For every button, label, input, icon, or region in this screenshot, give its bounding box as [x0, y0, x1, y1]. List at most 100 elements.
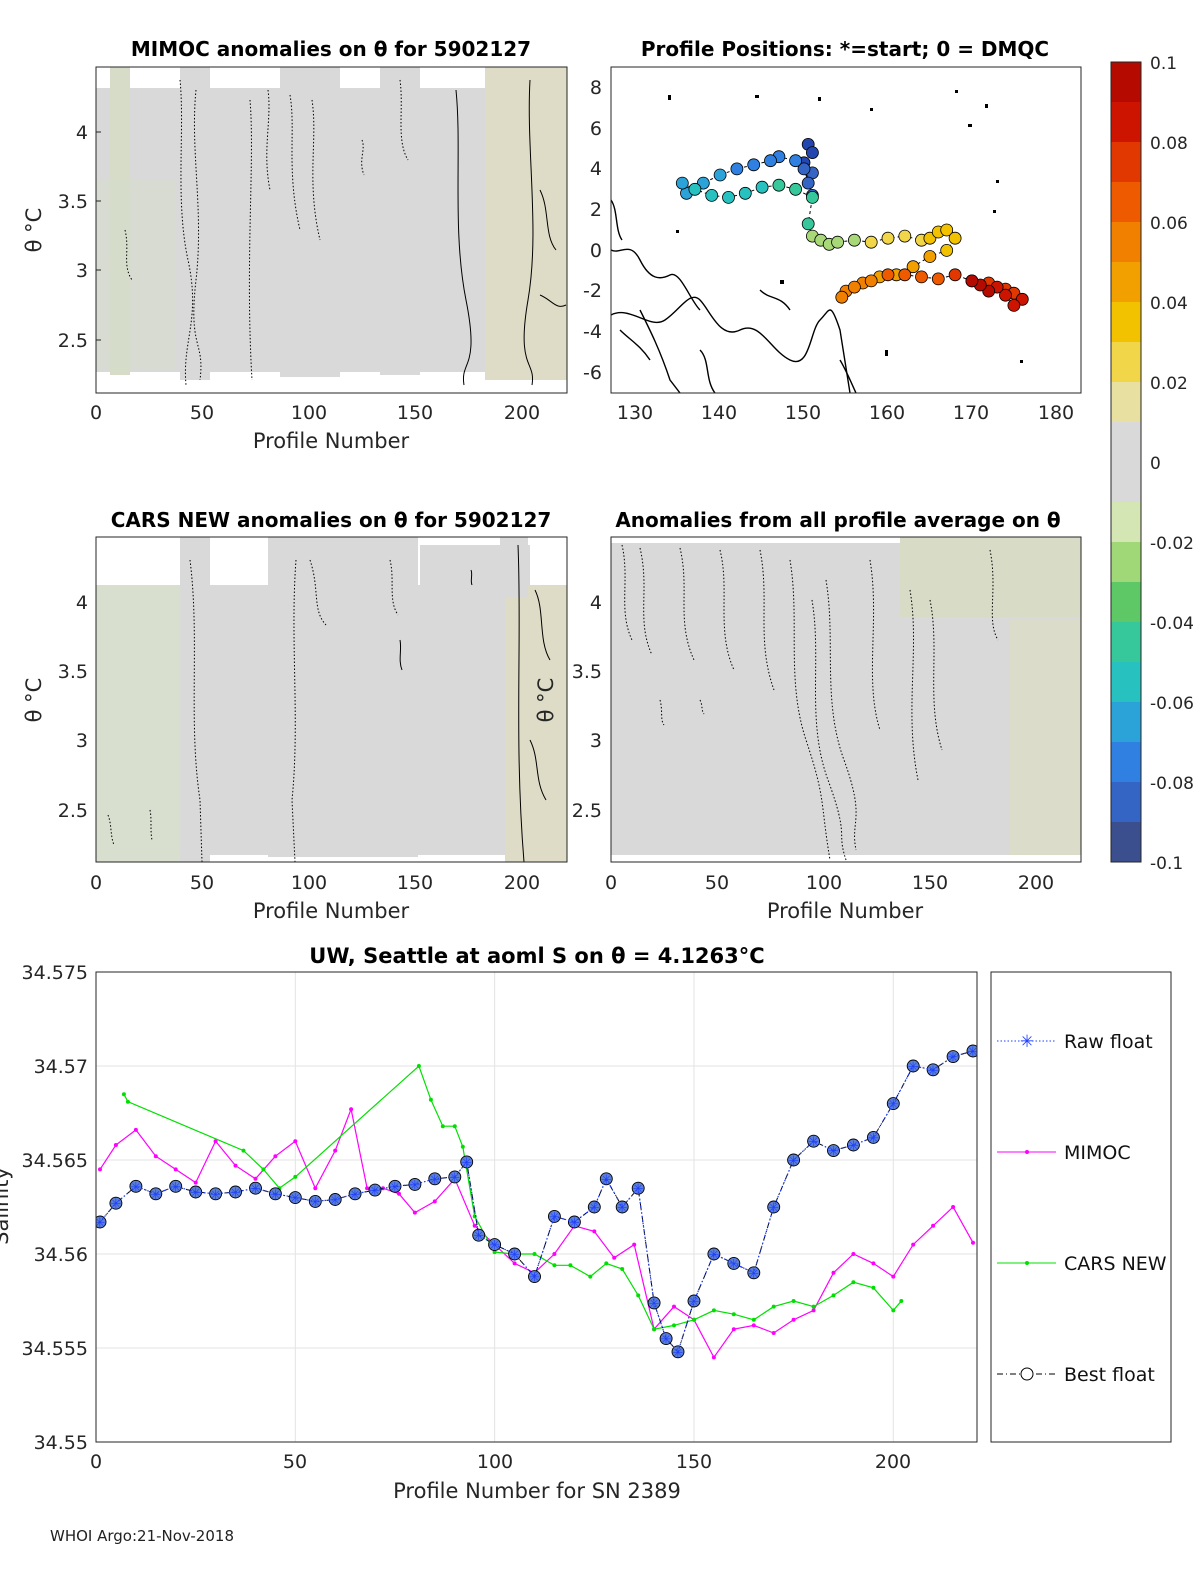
point-mimoc [751, 1323, 756, 1328]
coastline [611, 199, 623, 241]
footer-stamp: WHOI Argo:21-Nov-2018 [50, 1527, 234, 1545]
xtick-label: 130 [617, 402, 653, 424]
point-raw-float: ✳ [509, 1248, 520, 1263]
track-point [999, 288, 1012, 302]
legend-label-raw: Raw float [1064, 1031, 1153, 1053]
point-raw-float: ✳ [689, 1295, 700, 1310]
point-raw-float: ✳ [748, 1267, 759, 1282]
point-cars-new [552, 1263, 557, 1268]
island [780, 280, 784, 284]
coastline [639, 309, 681, 393]
map-background [611, 67, 1081, 393]
point-cars-new [452, 1124, 457, 1129]
mimoc-field [96, 67, 567, 393]
cars-contours [107, 544, 551, 862]
legend-item-best: Best float [997, 1364, 1155, 1386]
ytick-label: 34.555 [22, 1338, 88, 1360]
point-raw-float: ✳ [529, 1271, 540, 1286]
island [885, 350, 888, 356]
point-best-float [149, 1187, 163, 1201]
ytick-label: 2.5 [572, 800, 602, 822]
track-point [931, 272, 945, 286]
average-field [611, 537, 1081, 862]
panel-mimoc: MIMOC anomalies on θ for 5902127 [22, 37, 568, 453]
track-point [848, 280, 861, 294]
xtick-label: 100 [477, 1451, 513, 1473]
track-point [831, 235, 844, 249]
legend: ✳ Raw float MIMOC CARS NEW Best float [990, 971, 1172, 1443]
colorbar-frame [1110, 61, 1142, 863]
xtick-label: 150 [397, 402, 433, 424]
island [985, 104, 988, 108]
track: * [675, 138, 1029, 312]
colorbar-tick: -0.04 [1150, 614, 1194, 634]
legend-label-cars: CARS NEW [1064, 1253, 1167, 1275]
point-mimoc [273, 1154, 278, 1159]
point-raw-float: ✳ [617, 1201, 628, 1216]
point-mimoc [313, 1186, 318, 1191]
point-best-float [472, 1228, 486, 1242]
contour-line [291, 559, 297, 862]
track-point [940, 243, 954, 257]
point-raw-float: ✳ [130, 1180, 141, 1195]
ytick-label: 3 [76, 260, 88, 282]
ytick-label: 3.5 [58, 661, 88, 683]
xtick-label: 50 [705, 872, 729, 894]
panel-mimoc-xlabel: Profile Number [253, 429, 410, 453]
island [755, 95, 759, 98]
point-raw-float: ✳ [330, 1194, 341, 1209]
point-raw-float: ✳ [661, 1333, 672, 1348]
panel-mimoc-yticks: 2.5 3 3.5 4 [58, 122, 101, 352]
colorbar-block [1111, 142, 1141, 183]
point-raw-float: ✳ [708, 1248, 719, 1263]
point-best-float [547, 1209, 561, 1223]
xtick-label: 180 [1038, 402, 1074, 424]
point-mimoc [931, 1223, 936, 1228]
contour-line [124, 229, 133, 281]
colorbar-block [1111, 742, 1141, 783]
point-mimoc [365, 1186, 370, 1191]
point-raw-float: ✳ [250, 1182, 261, 1197]
colorbar-tick: -0.1 [1150, 854, 1183, 874]
colorbar-block [1111, 222, 1141, 263]
point-raw-float: ✳ [601, 1173, 612, 1188]
point-mimoc [731, 1327, 736, 1332]
contour-line [759, 549, 775, 691]
point-mimoc [153, 1154, 158, 1159]
point-raw-float: ✳ [728, 1257, 739, 1272]
point-raw-float: ✳ [461, 1156, 472, 1171]
track-point [688, 182, 702, 196]
point-raw-float: ✳ [489, 1239, 500, 1254]
panel-positions-yticks: 8 6 4 2 0 -2 -4 -6 [583, 77, 602, 384]
legend-label-best: Best float [1064, 1364, 1155, 1386]
legend-marker-raw: ✳ [1020, 1032, 1034, 1052]
xtick-label: 100 [291, 402, 327, 424]
colorbar-block [1111, 702, 1141, 743]
point-cars-new [121, 1092, 126, 1097]
point-best-float [827, 1144, 840, 1158]
panel-average: Anomalies from all profile average on θ [572, 508, 1082, 923]
point-best-float [368, 1183, 382, 1197]
point-cars-new [831, 1293, 836, 1298]
point-raw-float: ✳ [928, 1064, 939, 1079]
point-raw-float: ✳ [230, 1186, 241, 1201]
point-mimoc [233, 1163, 238, 1168]
cars-field [96, 537, 567, 862]
point-raw-float: ✳ [409, 1178, 420, 1193]
track-point [806, 146, 819, 160]
panel-average-frame [610, 536, 1082, 863]
contour-line [455, 89, 472, 386]
panel-salinity-xticks: 0 50 100 150 200 [90, 1451, 911, 1473]
point-best-float [249, 1181, 262, 1195]
island [1020, 360, 1023, 363]
contour-line [523, 79, 534, 386]
colorbar-tick: -0.02 [1150, 534, 1194, 554]
ytick-label: 34.565 [22, 1150, 88, 1172]
colorbar-tick: -0.08 [1150, 774, 1194, 794]
point-mimoc [612, 1255, 617, 1260]
cars-field-patch [180, 537, 210, 862]
colorbar-block [1111, 502, 1141, 543]
point-cars-new [416, 1064, 421, 1068]
xtick-label: 50 [190, 872, 214, 894]
